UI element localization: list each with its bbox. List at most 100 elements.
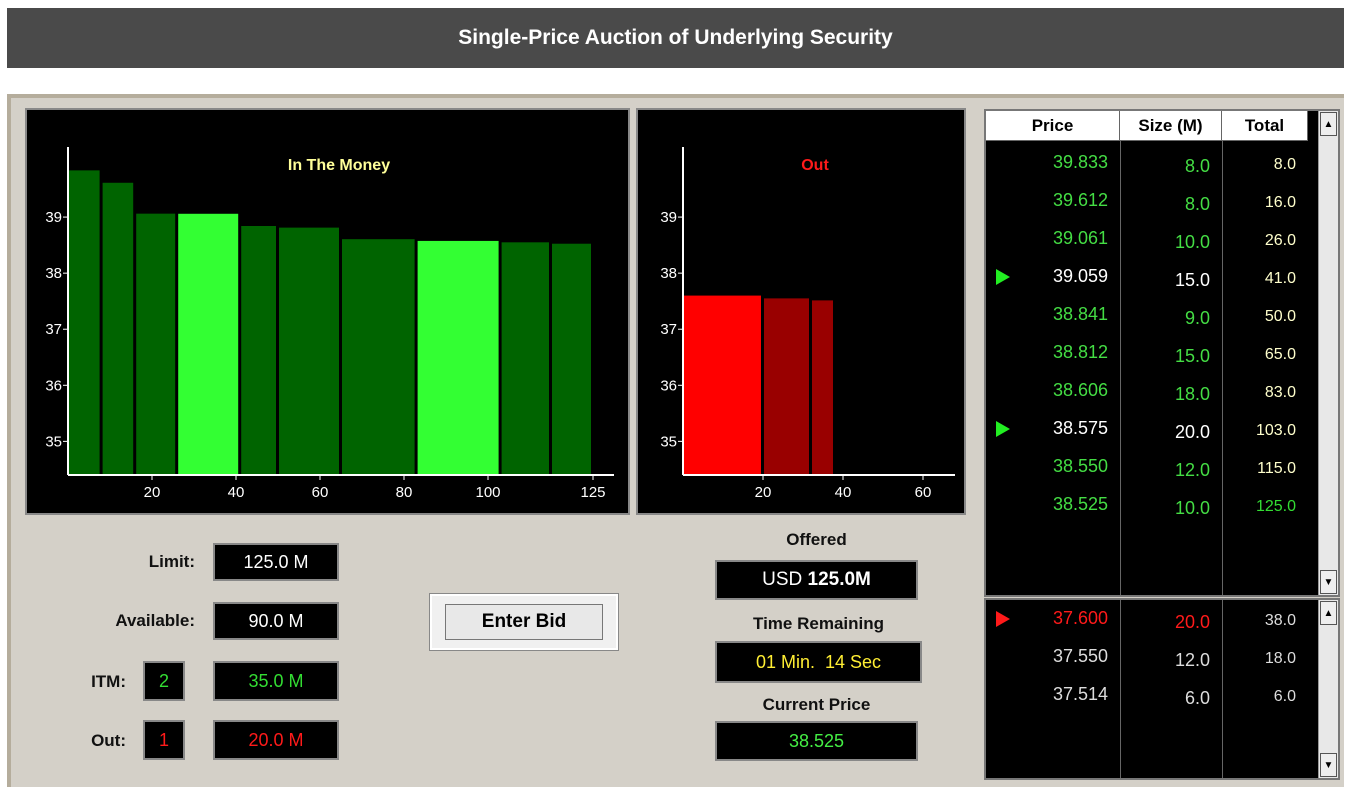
scroll-up: ▲ <box>1320 112 1337 136</box>
cell-price: 38.606 <box>1052 380 1108 400</box>
col-divider <box>1222 111 1223 595</box>
bar <box>102 182 134 476</box>
cell-price: 39.059 <box>1052 266 1108 286</box>
selected-marker <box>996 269 1010 285</box>
y-tick-label: 36 <box>660 377 677 394</box>
header: Single-Price Auction of Underlying Secur… <box>7 8 1344 68</box>
cell-total: 103.0 <box>1255 422 1296 439</box>
cell-size: 15.0 <box>1174 346 1210 366</box>
x-tick-label: 100 <box>475 484 500 501</box>
cell-price: 38.550 <box>1052 456 1108 476</box>
bar <box>812 300 833 475</box>
x-tick-label: 40 <box>228 484 245 501</box>
cell-size: 18.0 <box>1174 384 1210 404</box>
cell-size: 12.0 <box>1174 650 1210 670</box>
available-label: Available: <box>115 611 195 630</box>
itm-count: 2 <box>143 661 185 701</box>
bar <box>279 227 339 475</box>
y-tick-label: 38 <box>45 265 62 282</box>
cell-total: 16.0 <box>1264 194 1296 211</box>
cell-size: 8.0 <box>1184 194 1210 214</box>
cell-total: 83.0 <box>1264 384 1296 401</box>
y-tick-label: 35 <box>660 433 677 450</box>
cell-size: 10.0 <box>1174 498 1210 518</box>
cell-total: 41.0 <box>1264 270 1296 287</box>
cell-total: 125.0 <box>1255 498 1296 515</box>
col-divider <box>1222 600 1223 778</box>
cell-size: 9.0 <box>1184 308 1210 328</box>
cell-total: 50.0 <box>1264 308 1296 325</box>
cell-size: 6.0 <box>1184 688 1210 708</box>
cell-price: 39.061 <box>1052 228 1108 248</box>
itm-value: 35.0 M <box>213 661 339 701</box>
chart-title: In The Money <box>288 157 390 174</box>
offered-value: 125.0M <box>807 569 871 590</box>
scrollbar: ▲ ▼ <box>1318 600 1338 778</box>
y-tick-label: 37 <box>660 321 677 338</box>
out-label: Out: <box>91 731 126 750</box>
cell-price: 37.600 <box>1052 608 1108 628</box>
bar <box>342 239 415 475</box>
available-value: 90.0 M <box>213 602 339 640</box>
x-tick-label: 80 <box>396 484 413 501</box>
x-tick-label: 125 <box>580 484 605 501</box>
col-divider <box>1120 111 1121 595</box>
cell-price: 38.525 <box>1052 494 1108 514</box>
out-count: 1 <box>143 720 185 760</box>
cell-total: 18.0 <box>1264 650 1296 667</box>
x-tick-label: 20 <box>755 484 772 501</box>
enter-bid-button[interactable]: Enter Bid <box>429 593 619 651</box>
cell-total: 6.0 <box>1273 688 1296 705</box>
time-label: Time Remaining <box>753 614 884 633</box>
cell-price: 38.575 <box>1052 418 1108 438</box>
cell-total: 8.0 <box>1273 156 1296 173</box>
cell-total: 26.0 <box>1264 232 1296 249</box>
y-tick-label: 39 <box>45 209 62 226</box>
column-header: Price <box>986 111 1120 141</box>
time-value: 01 Min. 14 Sec <box>715 641 922 683</box>
chart-title: Out <box>801 157 829 174</box>
out-value: 20.0 M <box>213 720 339 760</box>
cell-total: 38.0 <box>1264 612 1296 629</box>
scroll-up: ▲ <box>1320 601 1337 625</box>
bar <box>178 213 239 475</box>
currency: USD <box>762 569 803 590</box>
cell-price: 38.841 <box>1052 304 1108 324</box>
scroll-down: ▼ <box>1320 570 1337 594</box>
y-tick-label: 38 <box>660 265 677 282</box>
current-label: Current Price <box>762 695 871 714</box>
cell-size: 12.0 <box>1174 460 1210 480</box>
bar <box>684 295 761 475</box>
y-tick-label: 39 <box>660 209 677 226</box>
cell-price: 37.550 <box>1052 646 1108 666</box>
scrollbar: ▲ ▼ <box>1318 111 1338 595</box>
y-tick-label: 37 <box>45 321 62 338</box>
cell-total: 115.0 <box>1257 460 1296 477</box>
x-tick-label: 40 <box>835 484 852 501</box>
out-table: ▲ ▼ 37.600 20.0 38.0 37.550 12.0 18.0 37.514 6.0 6… <box>984 598 1340 780</box>
cell-size: 8.0 <box>1184 156 1210 176</box>
x-tick-label: 20 <box>144 484 161 501</box>
current-value: 38.525 <box>715 721 918 761</box>
limit-label: Limit: <box>148 552 195 571</box>
itm-table: Price Size (M) Total ▲ ▼ 39.833 8.0 8.0 39.612 8.… <box>984 109 1340 597</box>
offered-label: Offered <box>786 530 847 549</box>
bar <box>136 213 176 476</box>
selected-marker <box>996 421 1010 437</box>
cell-price: 37.514 <box>1052 684 1108 704</box>
bar <box>417 240 499 475</box>
button-text: Enter Bid <box>444 604 604 640</box>
bar <box>241 226 276 475</box>
scroll-down: ▼ <box>1320 753 1337 777</box>
cell-size: 10.0 <box>1174 232 1210 252</box>
y-tick-label: 35 <box>45 433 62 450</box>
x-tick-label: 60 <box>312 484 329 501</box>
itm-chart: 35 36 37 38 39 20 40 60 80 100 125 In The Money <box>25 108 630 515</box>
cell-size: 20.0 <box>1174 612 1210 632</box>
selected-marker <box>996 611 1010 627</box>
cell-price: 39.612 <box>1052 190 1108 210</box>
out-chart: 35 36 37 38 39 20 40 60 Out <box>636 108 966 515</box>
offered-box: USD 125.0M <box>715 560 918 600</box>
cell-size: 15.0 <box>1174 270 1210 290</box>
